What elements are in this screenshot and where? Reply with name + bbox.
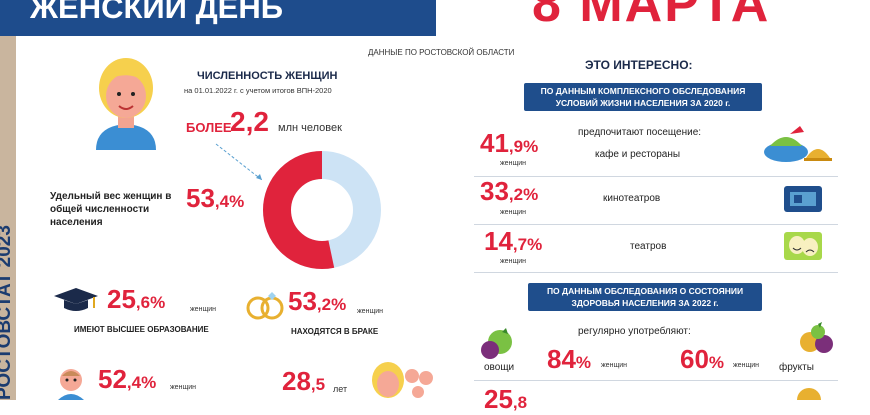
vegetables-percent: % bbox=[575, 353, 592, 372]
prefer-label: предпочитают посещение: bbox=[578, 127, 702, 138]
share-value: 53 bbox=[186, 183, 215, 213]
share-donut-chart bbox=[263, 151, 381, 269]
education-value-group: 25,6% bbox=[107, 284, 165, 315]
marriage-value: 53 bbox=[288, 286, 317, 316]
survey1-banner: ПО ДАННЫМ КОМПЛЕКСНОГО ОБСЛЕДОВАНИЯ УСЛО… bbox=[524, 83, 762, 111]
age-unit: лет bbox=[333, 384, 348, 394]
separator-3 bbox=[474, 272, 838, 273]
partial-icon bbox=[797, 388, 821, 400]
marriage-percent: % bbox=[331, 295, 347, 314]
mother-with-children-icon bbox=[372, 362, 433, 398]
fruits-percent: % bbox=[708, 353, 725, 372]
cut-decimal: ,8 bbox=[512, 393, 528, 412]
population-prefix: БОЛЕЕ bbox=[186, 120, 232, 135]
theatre-masks-icon bbox=[784, 232, 822, 260]
header-title-right: 8 МАРТА bbox=[532, 0, 771, 33]
marriage-value-group: 53,2% bbox=[288, 286, 346, 317]
education-unit: женщин bbox=[190, 306, 216, 313]
cinema-percent: % bbox=[523, 185, 539, 204]
baby-icon bbox=[58, 369, 84, 400]
population-value: 2,2 bbox=[230, 106, 269, 137]
theatre-value-group: 14,7% bbox=[484, 226, 542, 257]
marriage-decimal: ,2 bbox=[316, 295, 332, 314]
cafe-dishes-icon bbox=[764, 126, 832, 162]
age-value-group: 28,5 bbox=[282, 366, 325, 397]
separator-4 bbox=[474, 380, 838, 381]
fruits-label: фрукты bbox=[779, 362, 814, 373]
vegetables-value: 84 bbox=[547, 344, 576, 374]
donut-women-segment bbox=[263, 151, 381, 269]
pointer-arrow-icon bbox=[215, 143, 263, 181]
share-percent: % bbox=[229, 192, 245, 211]
regular-label: регулярно употребляют: bbox=[578, 326, 691, 337]
mothers-decimal: ,4 bbox=[126, 373, 142, 392]
mothers-value-group: 52,4% bbox=[98, 364, 156, 395]
header-left-banner: ЖЕНСКИЙ ДЕНЬ bbox=[0, 0, 436, 36]
mothers-unit: женщин bbox=[170, 384, 196, 391]
theatre-decimal: ,7 bbox=[512, 235, 528, 254]
mothers-percent: % bbox=[141, 373, 157, 392]
separator-2 bbox=[474, 224, 838, 225]
theatre-value: 14 bbox=[484, 226, 513, 256]
marriage-unit: женщин bbox=[357, 308, 383, 315]
survey2-banner: ПО ДАННЫМ ОБСЛЕДОВАНИЯ О СОСТОЯНИИ ЗДОРО… bbox=[528, 283, 762, 311]
vegetables-value-group: 84% bbox=[547, 344, 591, 375]
education-percent: % bbox=[150, 293, 166, 312]
vegetables-icon bbox=[481, 328, 512, 359]
cafe-decimal: ,9 bbox=[508, 137, 524, 156]
theatre-percent: % bbox=[527, 235, 543, 254]
population-heading: ЧИСЛЕННОСТЬ ЖЕНЩИН bbox=[197, 70, 338, 82]
cafe-label: кафе и рестораны bbox=[595, 149, 681, 160]
population-unit: млн человек bbox=[278, 122, 342, 134]
fruits-value-group: 60% bbox=[680, 344, 724, 375]
population-subheading: на 01.01.2022 г. с учетом итогов ВПН-202… bbox=[184, 86, 332, 95]
side-bar bbox=[0, 36, 16, 400]
cafe-percent: % bbox=[523, 137, 539, 156]
theatre-unit: женщин bbox=[500, 258, 526, 265]
share-value-group: 53,4% bbox=[186, 183, 244, 214]
cinema-decimal: ,2 bbox=[508, 185, 524, 204]
education-decimal: ,6 bbox=[135, 293, 151, 312]
side-label: РОСТОВСТАТ 2023 bbox=[0, 225, 15, 400]
cafe-value: 41 bbox=[480, 128, 509, 158]
region-note: ДАННЫЕ ПО РОСТОВСКОЙ ОБЛАСТИ bbox=[368, 48, 515, 57]
fruits-unit: женщин bbox=[733, 362, 759, 369]
fruits-value: 60 bbox=[680, 344, 709, 374]
education-value: 25 bbox=[107, 284, 136, 314]
age-value: 28 bbox=[282, 366, 311, 396]
graduation-cap-icon bbox=[54, 288, 98, 311]
cinema-ticket-icon bbox=[784, 186, 822, 212]
header-title-left: ЖЕНСКИЙ ДЕНЬ bbox=[30, 0, 283, 25]
education-label: ИМЕЮТ ВЫСШЕЕ ОБРАЗОВАНИЕ bbox=[74, 325, 209, 334]
separator-1 bbox=[474, 176, 838, 177]
theatre-label: театров bbox=[630, 241, 667, 252]
vegetables-label: овощи bbox=[484, 362, 515, 373]
share-decimal: ,4 bbox=[214, 192, 230, 211]
woman-avatar-icon bbox=[96, 58, 156, 150]
share-label: Удельный вес женщин в общей численности … bbox=[50, 191, 172, 228]
cinema-value: 33 bbox=[480, 176, 509, 206]
interesting-title: ЭТО ИНТЕРЕСНО: bbox=[585, 58, 693, 72]
cafe-value-group: 41,9% bbox=[480, 128, 538, 159]
wedding-rings-icon bbox=[246, 292, 284, 320]
header-right-banner: 8 МАРТА bbox=[436, 0, 870, 36]
cafe-unit: женщин bbox=[500, 160, 526, 167]
mothers-value: 52 bbox=[98, 364, 127, 394]
age-decimal: ,5 bbox=[310, 375, 326, 394]
cut-value: 25 bbox=[484, 384, 513, 414]
vegetables-unit: женщин bbox=[601, 362, 627, 369]
cinema-unit: женщин bbox=[500, 209, 526, 216]
fruits-icon bbox=[800, 322, 833, 353]
cinema-label: кинотеатров bbox=[603, 193, 661, 204]
marriage-label: НАХОДЯТСЯ В БРАКЕ bbox=[291, 327, 379, 336]
cinema-value-group: 33,2% bbox=[480, 176, 538, 207]
